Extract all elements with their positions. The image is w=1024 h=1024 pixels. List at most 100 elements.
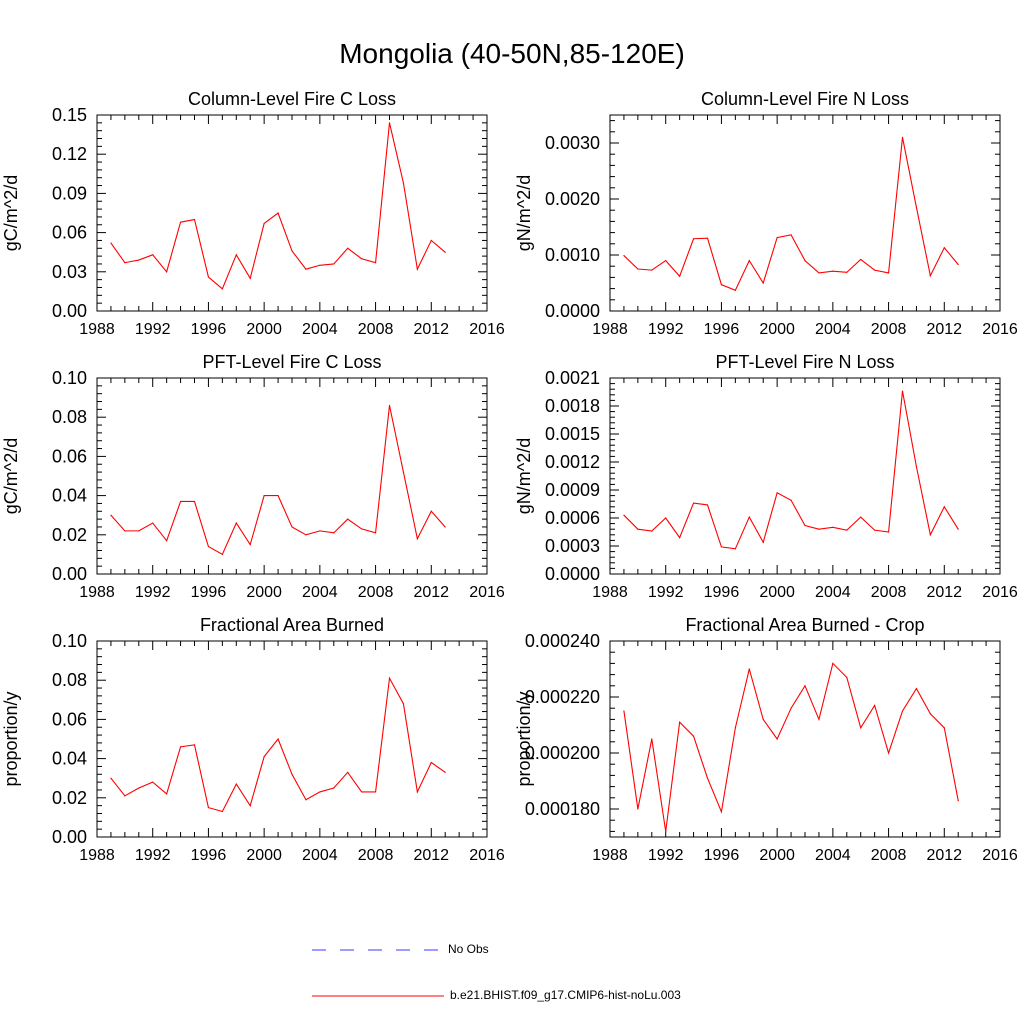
data-point — [263, 495, 265, 497]
data-point — [305, 268, 307, 270]
data-point — [235, 783, 237, 785]
data-point — [152, 781, 154, 783]
data-point — [416, 268, 418, 270]
y-tick-label: 0.03 — [52, 262, 87, 282]
x-tick-label: 2016 — [982, 847, 1018, 864]
data-point — [277, 212, 279, 214]
data-point — [901, 710, 904, 712]
data-point — [734, 289, 736, 291]
y-tick-label: 0.0012 — [545, 452, 600, 472]
data-point — [957, 800, 959, 802]
page-title: Mongolia (40-50N,85-120E) — [339, 38, 685, 69]
data-point — [915, 688, 918, 690]
x-tick-label: 2008 — [358, 584, 394, 601]
panel-title: Column-Level Fire N Loss — [701, 89, 909, 109]
data-point — [430, 239, 432, 242]
y-tick-label: 0.12 — [52, 144, 87, 164]
data-point — [361, 258, 363, 260]
plot-frame — [609, 377, 1001, 575]
y-tick-label: 0.000180 — [525, 799, 600, 819]
data-point — [748, 516, 750, 518]
x-tick-label: 2004 — [815, 847, 851, 864]
legend-line-solid — [312, 995, 444, 997]
data-point — [235, 254, 237, 256]
data-point — [430, 761, 432, 764]
y-axis-label: gC/m^2/d — [1, 175, 21, 251]
y-tick-label: 0.00 — [52, 564, 87, 584]
y-axis-label: proportion/y — [514, 691, 534, 786]
data-point — [305, 534, 307, 536]
data-point — [152, 522, 154, 524]
x-tick-label: 1992 — [135, 321, 171, 338]
data-point — [291, 773, 293, 775]
data-point — [388, 677, 391, 679]
data-point — [347, 518, 349, 520]
data-point — [347, 771, 349, 773]
data-point — [319, 791, 321, 793]
x-tick-label: 2012 — [926, 584, 962, 601]
series-line — [623, 390, 959, 550]
y-tick-label: 0.15 — [52, 105, 87, 125]
data-point — [776, 738, 778, 740]
data-point — [347, 247, 349, 249]
chart-panel-1: Column-Level Fire C Loss gC/m^2/d 1988 1992… — [1, 89, 505, 338]
data-point — [193, 500, 196, 503]
data-point — [706, 504, 709, 506]
y-tick-label: 0.0000 — [545, 564, 600, 584]
data-point — [957, 528, 959, 530]
data-point — [277, 495, 279, 497]
data-point — [651, 530, 653, 532]
data-point — [207, 807, 210, 809]
panel-title: Fractional Area Burned - Crop — [685, 615, 924, 635]
data-point — [444, 526, 446, 528]
chart-panel-3: PFT-Level Fire C Loss gC/m^2/d 1988 1992 199… — [1, 352, 505, 601]
y-axis-label: gN/m^2/d — [514, 175, 534, 251]
data-point — [665, 517, 667, 519]
panel-title: Column-Level Fire C Loss — [188, 89, 396, 109]
data-point — [943, 727, 945, 729]
data-point — [665, 260, 667, 262]
data-point — [333, 787, 335, 789]
x-tick-label: 1992 — [135, 584, 171, 601]
data-point — [637, 528, 639, 530]
data-point — [249, 277, 251, 279]
data-point — [929, 713, 931, 715]
data-point — [846, 529, 848, 531]
legend-label-model: b.e21.BHIST.f09_g17.CMIP6-hist-noLu.003 — [450, 988, 681, 1002]
data-point — [388, 122, 391, 124]
data-point — [138, 259, 140, 261]
data-point — [179, 500, 182, 503]
x-tick-label: 1988 — [79, 584, 115, 601]
data-point — [679, 537, 681, 539]
data-point — [818, 718, 820, 721]
data-point — [943, 506, 945, 508]
data-point — [929, 275, 931, 277]
data-point — [221, 553, 223, 556]
data-point — [720, 284, 723, 286]
y-tick-label: 0.06 — [52, 223, 87, 243]
x-tick-label: 2012 — [413, 584, 449, 601]
data-point — [124, 530, 126, 532]
data-point — [887, 752, 890, 754]
plot-frame — [96, 377, 488, 575]
data-point — [179, 221, 182, 223]
x-tick-label: 2000 — [759, 321, 795, 338]
y-tick-label: 0.000200 — [525, 743, 600, 763]
data-point — [333, 532, 335, 534]
data-point — [720, 811, 723, 813]
data-point — [860, 727, 862, 729]
data-point — [818, 272, 820, 274]
x-tick-label: 2008 — [871, 847, 907, 864]
y-tick-label: 0.000220 — [525, 687, 600, 707]
x-tick-label: 1996 — [191, 847, 227, 864]
data-point — [124, 795, 126, 797]
x-tick-label: 1996 — [704, 321, 740, 338]
y-tick-label: 0.0010 — [545, 245, 600, 265]
x-tick-label: 1988 — [592, 584, 628, 601]
x-tick-label: 1988 — [592, 321, 628, 338]
data-point — [138, 530, 140, 532]
data-point — [416, 538, 418, 540]
legend-label-no-obs: No Obs — [448, 942, 489, 956]
data-point — [874, 269, 876, 271]
data-point — [110, 514, 112, 516]
